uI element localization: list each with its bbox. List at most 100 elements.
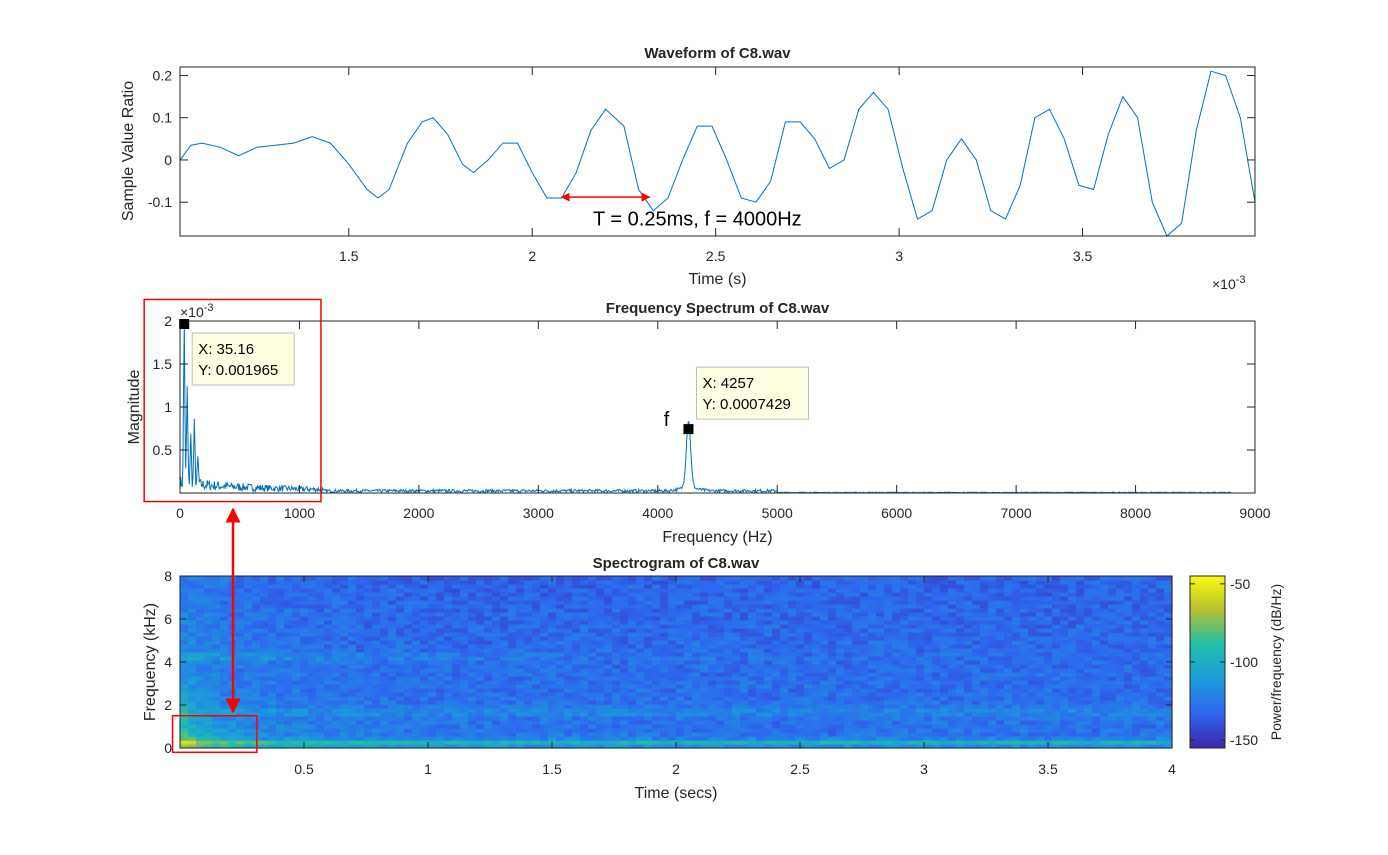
spectrogram-cell [444, 620, 453, 625]
spectrogram-cell [780, 612, 789, 617]
spectrogram-cell [908, 736, 917, 741]
spectrogram-cell [852, 732, 861, 737]
spectrogram-cell [316, 720, 325, 725]
spectrogram-cell [492, 576, 501, 581]
spectrogram-cell [468, 620, 477, 625]
spectrogram-cell [612, 660, 621, 665]
spectrogram-cell [372, 596, 381, 601]
spectrogram-cell [364, 736, 373, 741]
spectrogram-cell [980, 676, 989, 681]
spectrogram-cell [812, 600, 821, 605]
spectrogram-cell [476, 708, 485, 713]
spectrogram-cell [532, 704, 541, 709]
spectrogram-cell [876, 620, 885, 625]
spectrogram-cell [436, 676, 445, 681]
spectrogram-cell [460, 728, 469, 733]
spectrogram-cell [420, 604, 429, 609]
spectrogram-cell [1036, 632, 1045, 637]
spectrogram-cell [1028, 668, 1037, 673]
spectrogram-cell [828, 632, 837, 637]
spectrogram-cell [332, 664, 341, 669]
spectrogram-cell [452, 736, 461, 741]
spectrogram-cell [460, 592, 469, 597]
spectrogram-cell [668, 604, 677, 609]
spectrogram-cell [220, 716, 229, 721]
waveform-ylabel: Sample Value Ratio [120, 81, 137, 221]
peak-f-label: f [664, 409, 670, 431]
spectrogram-cell [916, 724, 925, 729]
spectrogram-cell [692, 616, 701, 621]
spectrogram-cell [220, 732, 229, 737]
spectrogram-cell [1004, 652, 1013, 657]
spectrogram-cell [196, 620, 205, 625]
spectrogram-cell [460, 604, 469, 609]
spectrogram-cell [292, 640, 301, 645]
spectrogram-cell [724, 704, 733, 709]
spectrogram-cell [756, 640, 765, 645]
spectrogram-cell [268, 724, 277, 729]
spectrogram-cell [988, 584, 997, 589]
spectrogram-cell [460, 612, 469, 617]
spectrogram-cell [684, 580, 693, 585]
spectrogram-cell [348, 660, 357, 665]
spectrogram-cell [572, 616, 581, 621]
spectrogram-cell [396, 648, 405, 653]
spectrogram-cell [588, 704, 597, 709]
spectrogram-cell [916, 736, 925, 741]
spectrogram-cell [324, 584, 333, 589]
spectrogram-cell [532, 720, 541, 725]
spectrogram-cell [644, 716, 653, 721]
spectrogram-cell [412, 664, 421, 669]
spectrogram-cell [636, 648, 645, 653]
spectrogram-cell [396, 712, 405, 717]
spectrogram-cell [796, 640, 805, 645]
spectrogram-cell [740, 724, 749, 729]
spectrogram-cell [196, 652, 205, 657]
spectrogram-cell [292, 644, 301, 649]
spectrogram-cell [636, 640, 645, 645]
spectrogram-cell [780, 700, 789, 705]
spectrogram-cell [1012, 704, 1021, 709]
spectrogram-cell [236, 652, 245, 657]
spectrogram-cell [596, 580, 605, 585]
spectrogram-cell [644, 736, 653, 741]
spectrogram-cell [444, 680, 453, 685]
spectrogram-cell [188, 600, 197, 605]
spectrogram-cell [620, 736, 629, 741]
spectrogram-cell [948, 696, 957, 701]
spectrogram-cell [276, 712, 285, 717]
spectrogram-cell [692, 592, 701, 597]
spectrogram-cell [404, 632, 413, 637]
spectrogram-cell [724, 708, 733, 713]
spectrogram-cell [428, 604, 437, 609]
spectrogram-cell [860, 728, 869, 733]
spectrogram-cell [516, 636, 525, 641]
spectrogram-cell [988, 716, 997, 721]
spectrogram-cell [644, 732, 653, 737]
datatip-1-marker[interactable] [179, 319, 189, 329]
spectrogram-cell [788, 624, 797, 629]
spectrogram-cell [1076, 704, 1085, 709]
spectrogram-cell [764, 604, 773, 609]
spectrogram-cell [916, 576, 925, 581]
spectrogram-cell [812, 636, 821, 641]
spectrogram-cell [964, 728, 973, 733]
spectrogram-cell [980, 660, 989, 665]
spectrogram-cell [1052, 616, 1061, 621]
spectrogram-cell [1068, 700, 1077, 705]
spectrogram-cell [420, 648, 429, 653]
spectrogram-cell [828, 620, 837, 625]
spectrogram-cell [668, 576, 677, 581]
spectrogram-cell [948, 704, 957, 709]
spectrogram-cell [900, 680, 909, 685]
spectrogram-cell [884, 608, 893, 613]
spectrogram-cell [444, 724, 453, 729]
spectrogram-cell [492, 732, 501, 737]
spectrogram-cell [620, 580, 629, 585]
spectrogram-cell [1060, 580, 1069, 585]
spectrogram-cell [900, 644, 909, 649]
spectrogram-cell [780, 604, 789, 609]
datatip-2-marker[interactable] [683, 424, 693, 434]
spectrogram-cell [492, 616, 501, 621]
spectrogram-cell [252, 688, 261, 693]
